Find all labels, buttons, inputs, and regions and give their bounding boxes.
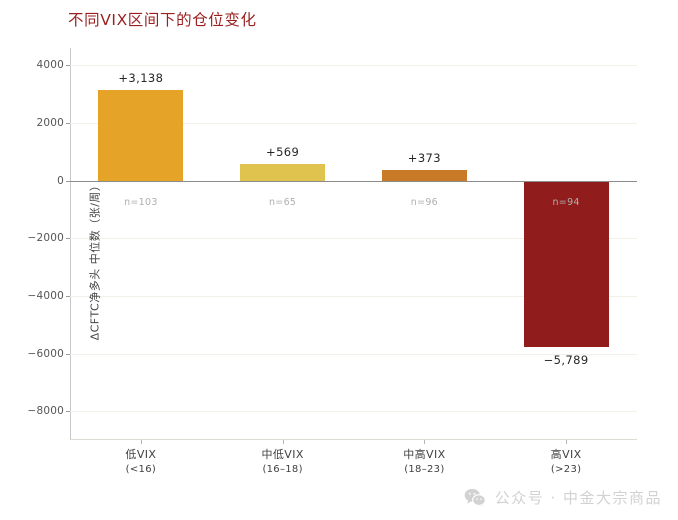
bar[interactable]: [381, 169, 467, 181]
x-tick-label: 中高VIX (18–23): [403, 448, 445, 476]
y-tick-mark: [66, 295, 70, 297]
gridline: [70, 122, 637, 124]
wechat-icon: [464, 488, 486, 508]
y-tick-mark: [66, 411, 70, 413]
y-tick-mark: [66, 353, 70, 355]
y-tick-label: −6000: [27, 347, 64, 360]
y-tick-label: −8000: [27, 405, 64, 418]
gridline: [70, 238, 637, 240]
x-tick-mark: [424, 440, 426, 444]
bar[interactable]: [98, 90, 184, 181]
x-tick-label: 低VIX (<16): [125, 448, 156, 476]
bar-count-label: n=65: [268, 196, 297, 208]
bar-value-label: +373: [407, 150, 441, 165]
plot-area: 4000 2000 0 −2000 −4000 −6000 −8000 +3,138 n=10…: [27, 48, 637, 475]
x-axis-spine: [70, 439, 637, 440]
x-category-name: 低VIX: [125, 448, 157, 461]
watermark: 公众号 · 中金大宗商品: [464, 487, 662, 508]
y-tick-mark: [66, 238, 70, 240]
y-tick-label: 4000: [36, 59, 64, 72]
chart-title: 不同VIX区间下的仓位变化: [68, 11, 257, 29]
bar-count-label: n=94: [552, 196, 580, 208]
bar-value-label: −5,789: [543, 353, 589, 368]
gridline: [70, 65, 637, 67]
x-category-range: (16–18): [262, 463, 303, 475]
gridline: [70, 411, 637, 413]
x-category-range: (18–23): [404, 463, 445, 475]
y-tick-mark: [66, 65, 70, 67]
y-tick-mark: [66, 122, 70, 124]
x-category-name: 中高VIX: [403, 448, 446, 461]
x-tick-label: 高VIX (>23): [551, 448, 582, 476]
x-category-name: 高VIX: [550, 448, 582, 461]
watermark-text: 公众号 · 中金大宗商品: [494, 489, 662, 507]
x-tick-mark: [282, 440, 284, 444]
y-tick-label: −4000: [27, 289, 64, 302]
x-category-range: (<16): [125, 463, 157, 475]
x-tick-mark: [566, 440, 568, 444]
x-category-name: 中低VIX: [261, 448, 304, 461]
y-tick-mark: [66, 180, 70, 182]
y-axis-label: ΔCFTC净多头 中位数（张/周）: [88, 179, 102, 341]
x-category-range: (>23): [550, 463, 582, 475]
bar-count-label: n=103: [124, 196, 158, 208]
y-axis-spine: [70, 48, 71, 440]
zero-line: [70, 180, 637, 182]
bar[interactable]: [240, 164, 326, 181]
gridline: [70, 353, 637, 355]
x-tick-label: 中低VIX (16–18): [261, 448, 303, 476]
bar-value-label: +569: [266, 145, 300, 160]
bar-count-label: n=96: [410, 196, 439, 208]
y-tick-label: 0: [57, 174, 64, 187]
y-tick-label: 2000: [36, 116, 64, 129]
x-tick-mark: [140, 440, 142, 444]
bar-value-label: +3,138: [118, 71, 164, 86]
gridline: [70, 295, 637, 297]
bar[interactable]: [523, 180, 609, 348]
y-tick-label: −2000: [27, 232, 64, 245]
